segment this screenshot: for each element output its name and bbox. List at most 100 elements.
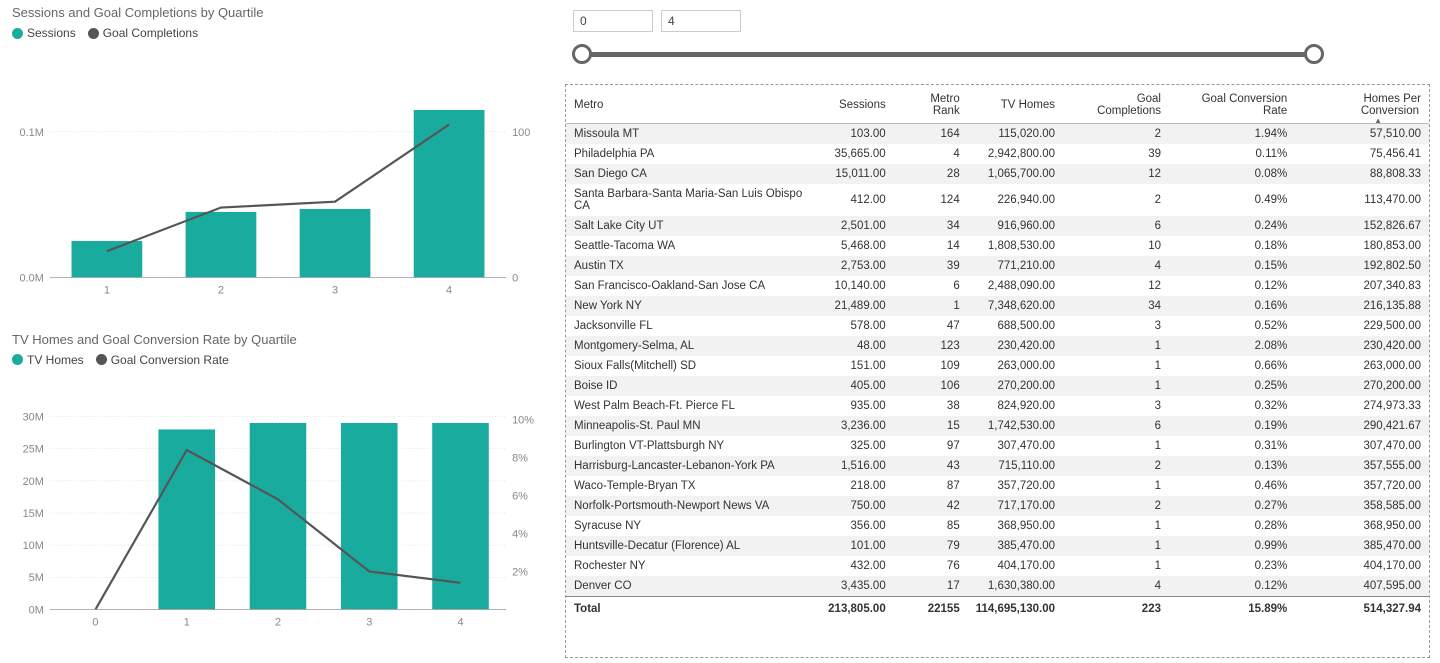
table-cell: 358,585.00 — [1295, 496, 1429, 516]
table-row[interactable]: Jacksonville FL578.0047688,500.0030.52%2… — [566, 316, 1429, 336]
table-cell: 935.00 — [820, 396, 894, 416]
table-cell: Norfolk-Portsmouth-Newport News VA — [566, 496, 820, 516]
svg-text:3: 3 — [332, 284, 338, 296]
legend-label: Sessions — [27, 26, 76, 40]
slider-max-input[interactable] — [661, 10, 741, 32]
table-cell: 0.99% — [1169, 536, 1295, 556]
table-row[interactable]: Austin TX2,753.0039771,210.0040.15%192,8… — [566, 256, 1429, 276]
table-cell: 0.18% — [1169, 236, 1295, 256]
legend-label: Goal Conversion Rate — [111, 353, 229, 367]
table-cell: 79 — [894, 536, 968, 556]
table-row[interactable]: Boise ID405.00106270,200.0010.25%270,200… — [566, 376, 1429, 396]
table-cell: 2 — [1063, 456, 1169, 476]
table-cell: San Diego CA — [566, 164, 820, 184]
table-row[interactable]: Norfolk-Portsmouth-Newport News VA750.00… — [566, 496, 1429, 516]
table-cell: 356.00 — [820, 516, 894, 536]
table-cell: 229,500.00 — [1295, 316, 1429, 336]
table-cell: New York NY — [566, 296, 820, 316]
metro-table: MetroSessionsMetro RankTV HomesGoal Comp… — [565, 84, 1430, 658]
col-header[interactable]: Homes Per Conversion▲ — [1295, 85, 1429, 124]
table-body: Missoula MT103.00164115,020.0021.94%57,5… — [566, 124, 1429, 597]
table-cell: 0.16% — [1169, 296, 1295, 316]
table-cell: 1,742,530.00 — [968, 416, 1063, 436]
table-cell: 230,420.00 — [1295, 336, 1429, 356]
table-row[interactable]: Sioux Falls(Mitchell) SD151.00109263,000… — [566, 356, 1429, 376]
table-cell: Burlington VT-Plattsburgh NY — [566, 436, 820, 456]
table-cell: West Palm Beach-Ft. Pierce FL — [566, 396, 820, 416]
svg-text:8%: 8% — [512, 452, 528, 464]
table-scroll[interactable]: MetroSessionsMetro RankTV HomesGoal Comp… — [566, 85, 1429, 657]
table-cell: 368,950.00 — [968, 516, 1063, 536]
table-cell: 1 — [1063, 336, 1169, 356]
table-row[interactable]: Syracuse NY356.0085368,950.0010.28%368,9… — [566, 516, 1429, 536]
col-header[interactable]: TV Homes — [968, 85, 1063, 124]
table-row[interactable]: Denver CO3,435.00171,630,380.0040.12%407… — [566, 576, 1429, 597]
svg-text:1: 1 — [104, 284, 110, 296]
col-header[interactable]: Metro Rank — [894, 85, 968, 124]
table-row[interactable]: Salt Lake City UT2,501.0034916,960.0060.… — [566, 216, 1429, 236]
table-row[interactable]: Waco-Temple-Bryan TX218.0087357,720.0010… — [566, 476, 1429, 496]
table-row[interactable]: Harrisburg-Lancaster-Lebanon-York PA1,51… — [566, 456, 1429, 476]
table-cell: 2,501.00 — [820, 216, 894, 236]
svg-text:25M: 25M — [23, 443, 44, 455]
legend-item-tvhomes[interactable]: TV Homes — [12, 353, 84, 367]
table-cell: 10,140.00 — [820, 276, 894, 296]
col-header[interactable]: Metro — [566, 85, 820, 124]
table-cell: 3 — [1063, 396, 1169, 416]
table-cell: 48.00 — [820, 336, 894, 356]
table-row[interactable]: San Francisco-Oakland-San Jose CA10,140.… — [566, 276, 1429, 296]
table-cell: 109 — [894, 356, 968, 376]
table-cell: Montgomery-Selma, AL — [566, 336, 820, 356]
svg-text:0M: 0M — [29, 604, 44, 616]
table-cell: 357,720.00 — [1295, 476, 1429, 496]
table-cell: 180,853.00 — [1295, 236, 1429, 256]
legend-item-conversion-rate[interactable]: Goal Conversion Rate — [96, 353, 229, 367]
table-cell: 152,826.67 — [1295, 216, 1429, 236]
svg-text:100: 100 — [512, 127, 530, 139]
table-cell: 0.52% — [1169, 316, 1295, 336]
table-cell: 88,808.33 — [1295, 164, 1429, 184]
table-row[interactable]: Rochester NY432.0076404,170.0010.23%404,… — [566, 556, 1429, 576]
table-row[interactable]: Seattle-Tacoma WA5,468.00141,808,530.001… — [566, 236, 1429, 256]
table-cell: 4 — [1063, 576, 1169, 597]
table-row[interactable]: New York NY21,489.0017,348,620.00340.16%… — [566, 296, 1429, 316]
col-header[interactable]: Goal Conversion Rate — [1169, 85, 1295, 124]
table-cell: 1 — [1063, 476, 1169, 496]
table-cell: 15,011.00 — [820, 164, 894, 184]
col-header[interactable]: Goal Completions — [1063, 85, 1169, 124]
table-row[interactable]: Burlington VT-Plattsburgh NY325.0097307,… — [566, 436, 1429, 456]
chart2-legend: TV Homes Goal Conversion Rate — [12, 353, 540, 367]
table-row[interactable]: Minneapolis-St. Paul MN3,236.00151,742,5… — [566, 416, 1429, 436]
table-row[interactable]: Huntsville-Decatur (Florence) AL101.0079… — [566, 536, 1429, 556]
slider-min-input[interactable] — [573, 10, 653, 32]
table-cell: 85 — [894, 516, 968, 536]
legend-item-goal-completions[interactable]: Goal Completions — [88, 26, 198, 40]
table-row[interactable]: Montgomery-Selma, AL48.00123230,420.0012… — [566, 336, 1429, 356]
slider-handle-right[interactable] — [1304, 44, 1324, 64]
slider-handle-left[interactable] — [572, 44, 592, 64]
col-header[interactable]: Sessions — [820, 85, 894, 124]
table-row[interactable]: San Diego CA15,011.00281,065,700.00120.0… — [566, 164, 1429, 184]
table-cell: 230,420.00 — [968, 336, 1063, 356]
table-cell: 2,488,090.00 — [968, 276, 1063, 296]
svg-text:2: 2 — [218, 284, 224, 296]
total-cell: Total — [566, 597, 820, 622]
table-cell: 12 — [1063, 276, 1169, 296]
table-cell: 0.28% — [1169, 516, 1295, 536]
slider-track[interactable] — [578, 40, 1318, 70]
svg-text:0.1M: 0.1M — [20, 127, 44, 139]
table-cell: 4 — [1063, 256, 1169, 276]
table-cell: 192,802.50 — [1295, 256, 1429, 276]
table-cell: 15 — [894, 416, 968, 436]
table-cell: 151.00 — [820, 356, 894, 376]
table-cell: 0.46% — [1169, 476, 1295, 496]
legend-swatch-tvhomes — [12, 354, 23, 365]
table-row[interactable]: Santa Barbara-Santa Maria-San Luis Obisp… — [566, 184, 1429, 216]
table-row[interactable]: Philadelphia PA35,665.0042,942,800.00390… — [566, 144, 1429, 164]
table-cell: Seattle-Tacoma WA — [566, 236, 820, 256]
table-cell: 0.15% — [1169, 256, 1295, 276]
table-cell: 39 — [1063, 144, 1169, 164]
legend-item-sessions[interactable]: Sessions — [12, 26, 76, 40]
table-row[interactable]: Missoula MT103.00164115,020.0021.94%57,5… — [566, 124, 1429, 145]
table-row[interactable]: West Palm Beach-Ft. Pierce FL935.0038824… — [566, 396, 1429, 416]
